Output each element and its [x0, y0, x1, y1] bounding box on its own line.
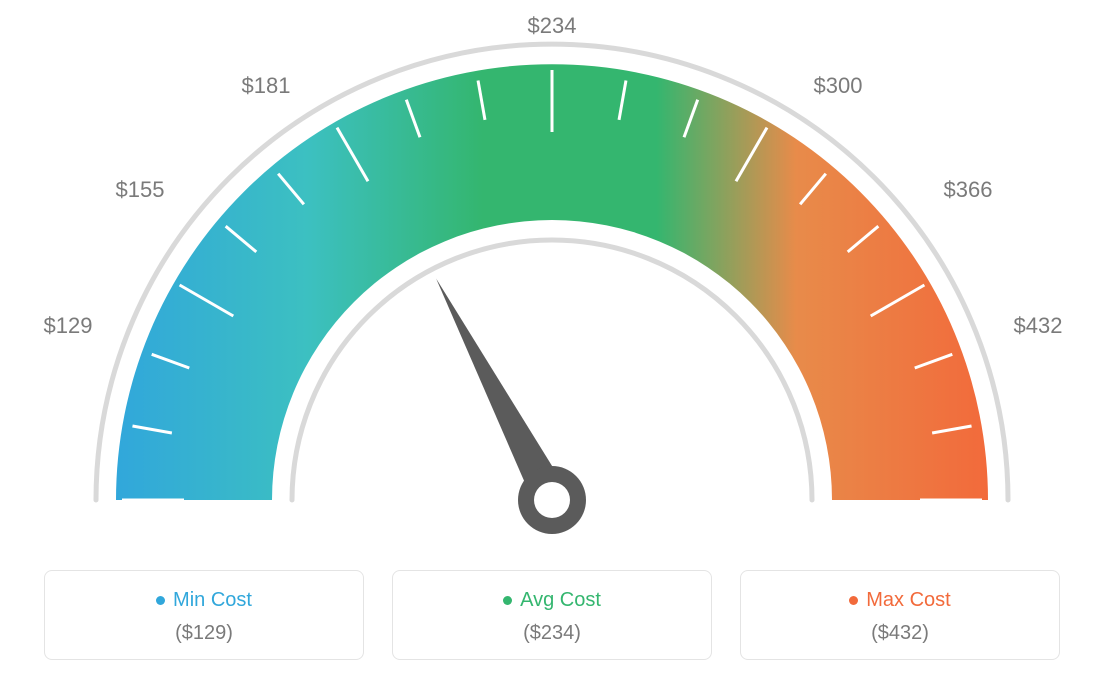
legend-value-min: ($129)	[55, 622, 353, 645]
gauge-tick-label: $432	[1014, 313, 1063, 339]
legend-card-min: Min Cost ($129)	[44, 570, 364, 660]
dot-icon	[503, 596, 512, 605]
legend-row: Min Cost ($129) Avg Cost ($234) Max Cost…	[0, 570, 1104, 660]
legend-title-max: Max Cost	[849, 589, 950, 612]
legend-label-avg: Avg Cost	[520, 589, 601, 612]
gauge-tick-label: $366	[944, 177, 993, 203]
dot-icon	[156, 596, 165, 605]
gauge-tick-label: $181	[242, 73, 291, 99]
gauge-tick-label: $129	[44, 313, 93, 339]
dot-icon	[849, 596, 858, 605]
gauge-svg	[0, 0, 1104, 560]
cost-gauge: $129 $155 $181 $234 $300 $366 $432	[0, 0, 1104, 560]
legend-title-avg: Avg Cost	[503, 589, 601, 612]
legend-label-min: Min Cost	[173, 589, 252, 612]
legend-card-avg: Avg Cost ($234)	[392, 570, 712, 660]
legend-value-max: ($432)	[751, 622, 1049, 645]
gauge-tick-label: $155	[116, 177, 165, 203]
legend-value-avg: ($234)	[403, 622, 701, 645]
legend-label-max: Max Cost	[866, 589, 950, 612]
gauge-tick-label: $234	[528, 13, 577, 39]
gauge-tick-label: $300	[814, 73, 863, 99]
legend-title-min: Min Cost	[156, 589, 252, 612]
legend-card-max: Max Cost ($432)	[740, 570, 1060, 660]
